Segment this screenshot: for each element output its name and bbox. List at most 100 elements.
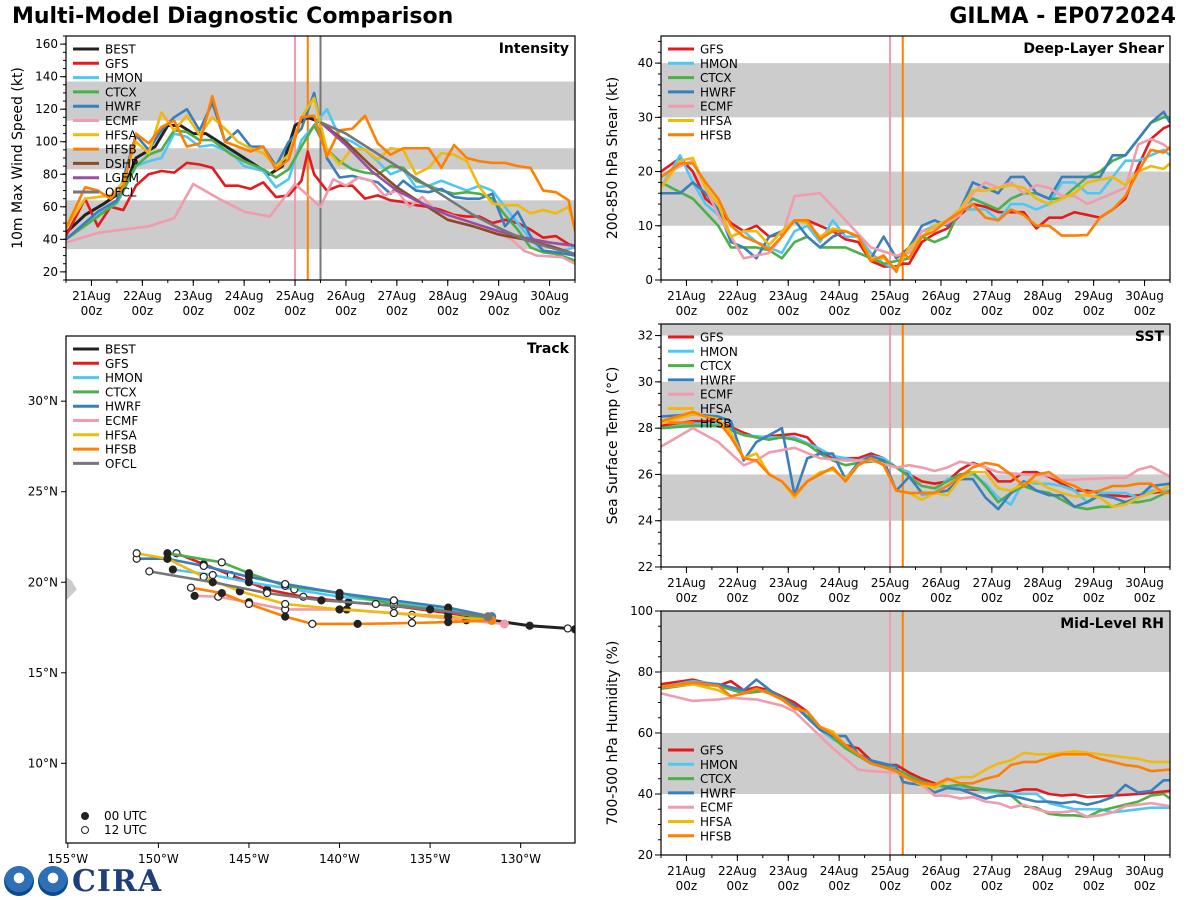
legend-label: LGEM (105, 171, 139, 185)
series-ecmf (661, 137, 1170, 260)
series-lgem (319, 121, 575, 248)
panel-title: Mid-Level RH (1060, 616, 1164, 632)
time-tick-hour: 00z (1083, 304, 1105, 318)
time-tick-hour: 00z (981, 879, 1003, 893)
time-tick-hour: 00z (828, 591, 850, 605)
panel-title: Track (527, 341, 570, 357)
legend-label: CTCX (700, 71, 732, 85)
lat-tick-label: 20°N (28, 575, 58, 589)
legend-label: HFSB (700, 829, 732, 843)
time-tick-day: 22Aug (718, 864, 757, 878)
time-tick-hour: 00z (676, 879, 698, 893)
time-tick-hour: 00z (284, 304, 306, 318)
series-hfsb (661, 146, 1170, 274)
series-hwrf (661, 110, 1170, 260)
y-axis-label: 700-500 hPa Humidity (%) (605, 641, 621, 826)
legend-label: OFCL (105, 186, 137, 200)
y-tick-label: 80 (43, 167, 58, 181)
legend-label: CTCX (105, 385, 137, 399)
legend-label: CTCX (700, 772, 732, 786)
track-point-marker (217, 589, 226, 598)
y-tick-label: 40 (638, 787, 653, 801)
track-point-marker (281, 599, 290, 609)
time-tick-hour: 00z (335, 304, 357, 318)
legend-label: HMON (700, 758, 738, 772)
time-tick-hour: 00z (437, 304, 459, 318)
y-tick-label: 26 (638, 467, 653, 481)
y-axis-label: 200-850 hPa Shear (kt) (605, 77, 621, 239)
series-hwrf (66, 91, 575, 257)
y-tick-label: 40 (638, 56, 653, 70)
legend-label: GFS (700, 43, 724, 57)
lat-tick-label: 15°N (28, 666, 58, 680)
logo-text: CIRA (72, 863, 163, 899)
marker-legend-symbol (81, 826, 89, 834)
track-origin-marker (483, 612, 493, 622)
y-tick-label: 60 (638, 726, 653, 740)
time-tick-day: 21Aug (667, 289, 706, 303)
series-gfs (661, 124, 1170, 268)
time-tick-day: 25Aug (276, 289, 315, 303)
track-point-marker (244, 599, 254, 609)
track-point-marker (190, 591, 199, 600)
lon-tick-label: 130°W (500, 852, 541, 866)
track-point-marker (308, 619, 317, 629)
legend-label: ECMF (700, 801, 733, 815)
time-tick-hour: 00z (930, 879, 952, 893)
time-tick-day: 27Aug (972, 864, 1011, 878)
sst-plot-area (661, 324, 1170, 567)
time-tick-hour: 00z (1032, 304, 1054, 318)
hawaii-landmass (66, 576, 77, 601)
legend-label: HWRF (105, 100, 141, 114)
legend-label: HFSA (105, 128, 138, 142)
climatology-band (661, 171, 1170, 226)
time-tick-day: 25Aug (871, 576, 910, 590)
lon-tick-label: 135°W (410, 852, 451, 866)
legend-label: HMON (105, 371, 143, 385)
time-tick-hour: 00z (879, 304, 901, 318)
storm-id: GILMA - EP072024 (949, 4, 1176, 29)
time-tick-day: 29Aug (1074, 864, 1113, 878)
legend-label: HFSA (105, 428, 138, 442)
track-point-marker (132, 549, 141, 558)
legend-label: HFSB (105, 143, 137, 157)
legend-label: GFS (700, 744, 724, 758)
y-tick-label: 20 (638, 848, 653, 862)
series-gfs (66, 150, 575, 248)
marker-legend-symbol (81, 812, 89, 820)
track-point-marker (389, 608, 398, 618)
series-hwrf (661, 678, 1170, 806)
track-point-marker (163, 554, 172, 563)
legend-label: HFSA (700, 114, 733, 128)
time-tick-day: 23Aug (174, 289, 213, 303)
time-tick-day: 23Aug (769, 289, 808, 303)
legend-label: ECMF (700, 388, 733, 402)
time-tick-day: 24Aug (820, 576, 859, 590)
legend-label: BEST (105, 43, 136, 57)
track-point-marker (186, 583, 196, 592)
track-point-marker (353, 619, 362, 629)
track-point-marker (199, 561, 208, 571)
y-tick-label: 30 (638, 110, 653, 124)
track-point-marker (335, 605, 344, 614)
shear-panel: 21Aug00z22Aug00z23Aug00z24Aug00z25Aug00z… (605, 35, 1171, 318)
time-tick-day: 27Aug (972, 289, 1011, 303)
time-tick-day: 29Aug (1074, 289, 1113, 303)
legend-label: HMON (105, 71, 143, 85)
y-tick-label: 22 (638, 560, 653, 574)
time-tick-day: 29Aug (479, 289, 518, 303)
time-tick-hour: 00z (930, 304, 952, 318)
track-point-marker (244, 572, 254, 581)
legend-label: HMON (700, 57, 738, 71)
time-tick-hour: 00z (727, 304, 749, 318)
legend-label: HFSA (700, 815, 733, 829)
time-tick-day: 27Aug (377, 289, 416, 303)
track-point-marker (262, 589, 272, 598)
panel-title: Intensity (499, 41, 569, 57)
time-tick-day: 22Aug (718, 576, 757, 590)
lat-tick-label: 25°N (28, 485, 58, 499)
time-tick-hour: 00z (386, 304, 408, 318)
time-tick-hour: 00z (132, 304, 154, 318)
legend-label: ECMF (105, 414, 138, 428)
lon-tick-label: 155°W (47, 852, 88, 866)
